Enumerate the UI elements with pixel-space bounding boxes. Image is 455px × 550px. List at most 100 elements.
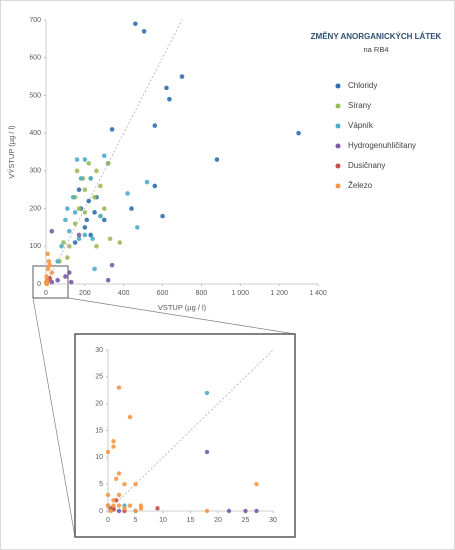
y-tick-label: 0 (99, 508, 103, 515)
legend-marker (335, 103, 341, 109)
point (254, 481, 259, 487)
point (92, 266, 97, 272)
point (49, 228, 55, 234)
y-tick-label: 25 (95, 374, 103, 381)
point (67, 270, 72, 275)
point (122, 481, 127, 487)
point (68, 279, 74, 285)
zoom-connector (32, 297, 76, 538)
legend-label: Vápník (348, 121, 374, 130)
x-tick-label: 800 (196, 290, 208, 297)
one-to-one-line (45, 19, 183, 285)
point (43, 279, 49, 285)
x-tick-label: 10 (159, 517, 167, 524)
point (78, 176, 84, 181)
point (47, 262, 53, 268)
legend-label: Železo (348, 181, 373, 190)
point (127, 414, 133, 420)
point (160, 213, 165, 219)
point (67, 243, 72, 249)
point (144, 179, 150, 185)
point (179, 74, 185, 79)
point (101, 217, 107, 223)
point (111, 444, 116, 449)
point (76, 187, 82, 193)
point (70, 194, 76, 200)
point (125, 191, 130, 196)
point (111, 498, 116, 503)
legend-label: Chloridy (348, 81, 377, 90)
point (76, 232, 82, 238)
point (65, 206, 70, 211)
point (82, 225, 88, 230)
y-tick-label: 600 (29, 55, 41, 62)
point (94, 243, 99, 249)
point (129, 206, 134, 211)
point (55, 277, 60, 283)
x-tick-label: 15 (187, 517, 195, 524)
point (55, 259, 60, 264)
y-tick-label: 500 (29, 92, 41, 99)
point (141, 29, 147, 34)
y-tick-label: 15 (95, 427, 103, 434)
chart-subtitle: na RB4 (363, 45, 388, 54)
point (72, 221, 78, 226)
point (98, 213, 103, 219)
chart-title: ZMĚNY ANORGANICKÝCH LÁTEK (311, 32, 442, 41)
legend-label: Hydrogenuhličitany (348, 141, 416, 150)
point (76, 236, 82, 242)
point (296, 130, 301, 136)
point (63, 217, 68, 223)
legend-marker (335, 123, 341, 129)
legend-marker (335, 163, 341, 169)
x-tick-label: 1 200 (270, 290, 288, 297)
point (164, 85, 169, 91)
point (49, 279, 55, 285)
point (243, 508, 248, 514)
y-tick-label: 400 (29, 130, 41, 137)
one-to-one-line (107, 349, 274, 512)
y-tick-label: 10 (95, 454, 103, 461)
point (204, 390, 210, 396)
point (105, 161, 111, 166)
point (116, 503, 122, 508)
point (226, 508, 232, 514)
legend-marker (335, 143, 341, 149)
point (72, 210, 78, 215)
point (49, 270, 55, 275)
point (45, 266, 51, 272)
x-tick-label: 200 (79, 290, 91, 297)
x-tick-label: 1 000 (232, 290, 250, 297)
point (74, 168, 80, 174)
y-tick-label: 30 (95, 347, 103, 354)
x-tick-label: 20 (214, 517, 222, 524)
x-tick-label: 1 400 (309, 290, 327, 297)
x-axis-label: VSTUP (µg / l) (158, 303, 207, 312)
point (204, 508, 210, 514)
point (74, 157, 80, 162)
inset-frame (74, 333, 296, 538)
point (82, 210, 88, 215)
y-tick-label: 700 (29, 17, 41, 24)
legend-marker (335, 83, 341, 89)
x-tick-label: 0 (106, 517, 110, 524)
y-tick-label: 20 (95, 401, 103, 408)
point (127, 503, 133, 508)
y-tick-label: 200 (29, 205, 41, 212)
point (65, 255, 70, 260)
point (92, 194, 97, 200)
point (84, 217, 90, 223)
x-tick-label: 0 (44, 290, 48, 297)
point (82, 157, 88, 162)
point (116, 508, 122, 514)
point (105, 449, 111, 455)
x-tick-label: 25 (242, 517, 250, 524)
point (88, 176, 93, 181)
point (111, 439, 116, 444)
point (114, 476, 119, 481)
point (90, 236, 95, 242)
point (167, 96, 172, 102)
point (133, 508, 138, 514)
x-tick-label: 400 (118, 290, 130, 297)
